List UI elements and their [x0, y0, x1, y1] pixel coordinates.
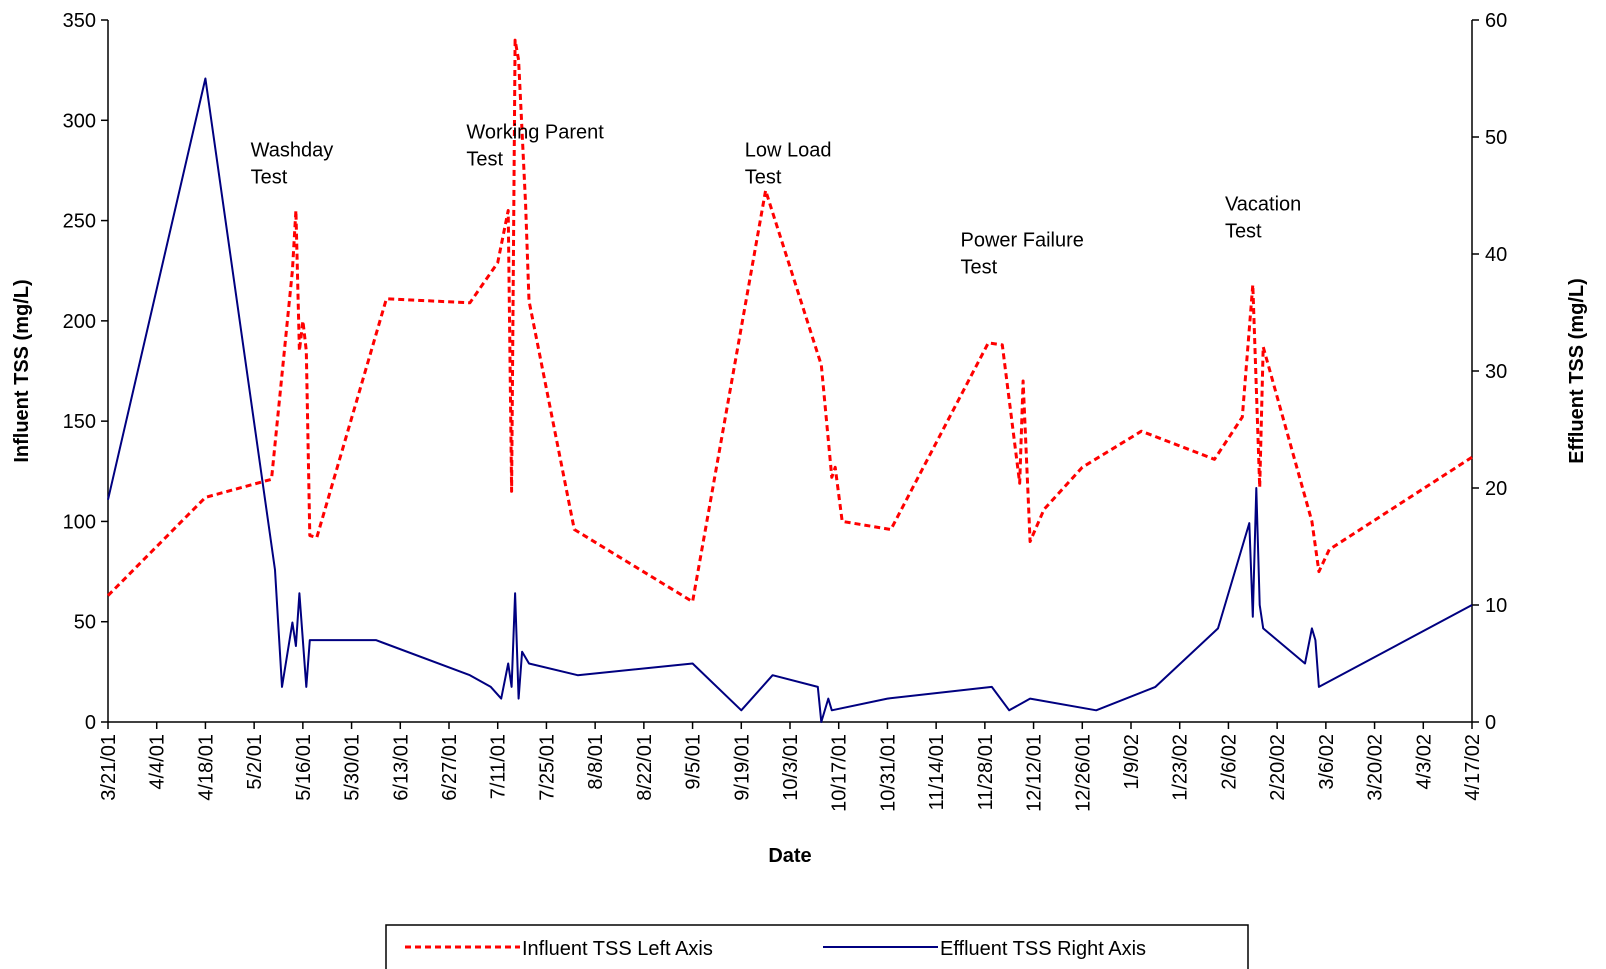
x-tick-label: 5/2/01	[244, 734, 266, 790]
annotation-label: Test	[745, 166, 782, 188]
x-tick-label: 4/3/02	[1413, 734, 1435, 790]
annotation-label: Washday	[251, 139, 334, 161]
y-right-tick-label: 50	[1485, 127, 1507, 149]
x-tick-label: 4/17/02	[1462, 734, 1484, 801]
y-left-tick-label: 50	[74, 612, 96, 634]
x-tick-label: 1/9/02	[1121, 734, 1143, 790]
x-tick-label: 5/30/01	[342, 734, 364, 801]
annotation-label: Test	[251, 166, 288, 188]
x-tick-label: 10/3/01	[780, 734, 802, 801]
y-left-tick-label: 100	[63, 511, 96, 533]
x-tick-label: 12/12/01	[1024, 734, 1046, 812]
x-tick-label: 9/5/01	[683, 734, 705, 790]
y-right-tick-label: 30	[1485, 361, 1507, 383]
x-tick-label: 7/11/01	[488, 734, 510, 799]
effluent-series-line	[107, 77, 1473, 723]
influent-series-line	[106, 38, 1473, 604]
x-axis-title: Date	[768, 845, 811, 867]
x-tick-label: 6/13/01	[390, 734, 412, 801]
annotation-label: Test	[466, 148, 503, 170]
x-tick-label: 2/6/02	[1218, 734, 1240, 790]
y-right-tick-label: 10	[1485, 595, 1507, 617]
legend-label-effluent: Effluent TSS Right Axis	[940, 938, 1146, 960]
legend-label-influent: Influent TSS Left Axis	[522, 938, 713, 960]
x-tick-label: 4/4/01	[147, 734, 169, 790]
x-tick-label: 8/22/01	[634, 734, 656, 801]
x-tick-label: 4/18/01	[195, 734, 217, 801]
annotation-label: Test	[1225, 221, 1262, 243]
y-right-tick-label: 40	[1485, 244, 1507, 266]
x-tick-label: 1/23/02	[1170, 734, 1192, 801]
x-tick-label: 9/19/01	[731, 734, 753, 801]
series-layer	[106, 38, 1473, 723]
x-tick-label: 3/20/02	[1365, 734, 1387, 801]
y-axis-left-title: Influent TSS (mg/L)	[11, 279, 33, 462]
x-tick-label: 10/31/01	[877, 734, 899, 812]
y-left-tick-label: 0	[85, 712, 96, 734]
x-tick-label: 8/8/01	[585, 734, 607, 790]
annotations: Washday Test Working Parent Test Low Load Tes…	[251, 121, 1302, 278]
x-tick-label: 3/6/02	[1316, 734, 1338, 790]
y-left-tick-label: 250	[63, 211, 96, 233]
x-tick-label: 11/28/01	[975, 734, 997, 810]
x-tick-label: 11/14/01	[926, 734, 948, 810]
legend: Influent TSS Left Axis Effluent TSS Righ…	[385, 924, 1249, 969]
x-tick-label: 2/20/02	[1267, 734, 1289, 801]
y-right-tick-label: 60	[1485, 10, 1507, 32]
y-left-tick-label: 200	[63, 311, 96, 333]
y-left-tick-label: 150	[63, 411, 96, 433]
annotation-label: Power Failure	[961, 230, 1084, 252]
y-left-tick-label: 350	[63, 10, 96, 32]
annotation-label: Test	[961, 257, 998, 279]
x-tick-label: 7/25/01	[536, 734, 558, 801]
annotation-label: Vacation	[1225, 194, 1301, 216]
x-tick-label: 10/17/01	[829, 734, 851, 812]
x-tick-label: 6/27/01	[439, 734, 461, 801]
annotation-label: Working Parent	[466, 121, 604, 143]
y-axis-right-title: Effluent TSS (mg/L)	[1566, 278, 1588, 464]
y-right-tick-label: 0	[1485, 712, 1496, 734]
axes: 0 50 100 150 200 250 300 350 0 10 20 30 40 50 60 3/21/0…	[63, 10, 1508, 812]
y-right-tick-label: 20	[1485, 478, 1507, 500]
x-tick-label: 12/26/01	[1072, 734, 1094, 812]
y-left-tick-label: 300	[63, 110, 96, 132]
annotation-label: Low Load	[745, 139, 832, 161]
x-tick-label: 3/21/01	[98, 734, 120, 801]
legend-box	[385, 924, 1249, 969]
x-tick-label: 5/16/01	[293, 734, 315, 801]
